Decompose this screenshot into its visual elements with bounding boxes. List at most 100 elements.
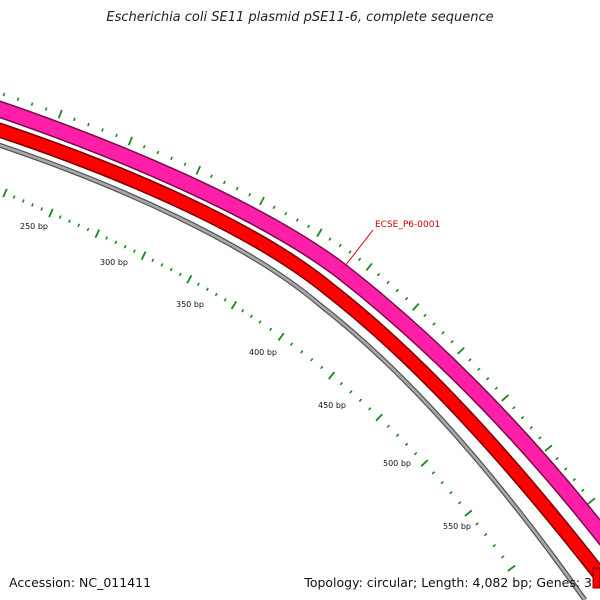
major-tick xyxy=(328,371,336,380)
minor-tick xyxy=(284,211,288,216)
minor-tick xyxy=(105,236,108,240)
tick-label-400: 400 bp xyxy=(249,348,277,357)
minor-tick xyxy=(151,258,155,262)
minor-tick xyxy=(44,107,48,111)
minor-tick xyxy=(248,192,252,197)
major-tick xyxy=(57,109,63,119)
minor-tick xyxy=(160,263,164,267)
major-tick xyxy=(507,564,516,572)
minor-tick xyxy=(241,308,245,313)
minor-tick xyxy=(16,97,20,102)
minor-tick xyxy=(142,144,146,149)
minor-tick xyxy=(123,244,127,249)
minor-tick xyxy=(115,133,118,138)
minor-tick xyxy=(210,174,213,179)
minor-tick xyxy=(357,257,362,262)
minor-tick xyxy=(320,365,324,370)
minor-tick xyxy=(368,407,372,411)
minor-tick xyxy=(68,219,71,223)
minor-tick xyxy=(310,357,314,362)
minor-tick xyxy=(431,471,436,475)
reverse-gene-track[interactable] xyxy=(0,122,600,580)
minor-tick xyxy=(475,522,479,526)
major-tick xyxy=(140,251,147,261)
minor-tick xyxy=(31,203,34,207)
major-tick xyxy=(127,136,133,146)
major-tick xyxy=(412,303,420,311)
minor-tick xyxy=(21,199,25,203)
major-tick xyxy=(501,394,510,402)
minor-tick xyxy=(348,250,352,254)
minor-tick xyxy=(169,267,173,272)
tick-label-250: 250 bp xyxy=(20,222,48,231)
minor-tick xyxy=(468,358,472,362)
outer-ticks xyxy=(2,92,596,505)
minor-tick xyxy=(477,367,481,371)
accession-text: Accession: NC_011411 xyxy=(9,575,152,590)
minor-tick xyxy=(563,467,568,471)
minor-tick xyxy=(132,249,136,253)
minor-tick xyxy=(376,272,381,277)
minor-tick xyxy=(73,117,76,122)
minor-tick xyxy=(101,128,104,132)
minor-tick xyxy=(295,218,299,222)
minor-tick xyxy=(339,381,343,386)
gene-label-ecse-p6-0001[interactable]: ECSE_P6-0001 xyxy=(375,220,440,230)
major-tick xyxy=(587,497,596,505)
minor-tick xyxy=(512,406,516,410)
minor-tick xyxy=(485,377,490,381)
reverse-gene-fill xyxy=(0,124,600,579)
inner-ticks xyxy=(2,188,516,572)
minor-tick xyxy=(86,227,90,232)
minor-tick xyxy=(494,386,499,390)
minor-tick xyxy=(272,205,276,210)
minor-tick xyxy=(307,224,311,229)
minor-tick xyxy=(30,102,34,106)
major-tick xyxy=(186,274,193,284)
major-tick xyxy=(365,262,373,271)
minor-tick xyxy=(572,478,577,482)
minor-tick xyxy=(235,186,239,191)
minor-tick xyxy=(178,272,182,277)
major-tick xyxy=(195,165,201,175)
minor-tick xyxy=(483,533,488,537)
minor-tick xyxy=(205,287,209,292)
minor-tick xyxy=(223,180,226,185)
minor-tick xyxy=(87,122,90,127)
major-tick xyxy=(259,196,265,206)
gene-label-pointer xyxy=(344,229,374,267)
backbone-circle-inner xyxy=(0,144,587,600)
major-tick xyxy=(48,208,54,218)
minor-tick xyxy=(269,327,273,332)
major-tick xyxy=(230,300,238,310)
minor-tick xyxy=(338,243,342,248)
map-title: Escherichia coli SE11 plasmid pSE11-6, c… xyxy=(106,10,494,25)
minor-tick xyxy=(289,342,294,347)
minor-tick xyxy=(183,162,187,167)
minor-tick xyxy=(555,456,559,461)
backbone-circle xyxy=(0,142,588,600)
minor-tick xyxy=(457,501,462,505)
minor-tick xyxy=(450,340,454,344)
minor-tick xyxy=(12,195,16,199)
tick-label-450: 450 bp xyxy=(318,401,346,410)
minor-tick xyxy=(441,331,445,335)
minor-tick xyxy=(395,288,399,293)
minor-tick xyxy=(58,215,62,219)
minor-tick xyxy=(404,442,409,447)
minor-tick xyxy=(386,280,390,285)
major-tick xyxy=(457,346,465,355)
minor-tick xyxy=(258,320,262,324)
tick-label-350: 350 bp xyxy=(176,300,204,309)
major-tick xyxy=(544,444,553,452)
forward-gene-track[interactable] xyxy=(0,100,600,547)
major-tick xyxy=(94,229,100,239)
minor-tick xyxy=(423,313,427,318)
minor-tick xyxy=(492,544,497,548)
minor-tick xyxy=(349,390,353,394)
minor-tick xyxy=(432,322,436,326)
minor-tick xyxy=(358,398,363,402)
minor-tick xyxy=(413,452,418,456)
gene-end-marker xyxy=(592,567,600,589)
